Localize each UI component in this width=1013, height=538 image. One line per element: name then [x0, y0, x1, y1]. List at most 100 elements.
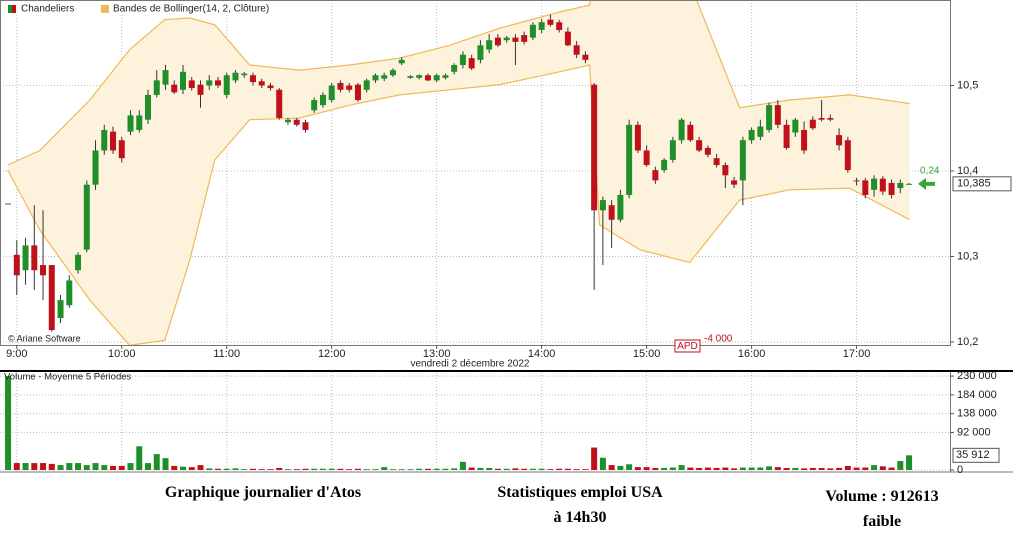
- volume-bar: [424, 468, 431, 470]
- volume-bar: [844, 465, 851, 470]
- volume-bar: [661, 467, 668, 470]
- volume-bar: [57, 465, 64, 470]
- candle-body: [503, 37, 510, 41]
- candle-body: [599, 200, 606, 211]
- candle-body: [766, 105, 773, 130]
- y-tick-label: 230 000: [957, 370, 997, 382]
- candle-body: [40, 265, 47, 276]
- y-tick-label: 10,2: [957, 336, 978, 348]
- volume-bar: [608, 465, 615, 470]
- change-label: 0,24: [920, 165, 940, 176]
- volume-bar: [871, 465, 878, 470]
- volume-bar: [888, 467, 895, 470]
- candle-body: [731, 180, 738, 185]
- price-plot: [0, 0, 950, 345]
- volume-bar: [381, 467, 388, 470]
- volume-bar: [547, 469, 554, 470]
- volume-bar: [477, 467, 484, 470]
- candle-body: [521, 35, 528, 42]
- volume-bar: [110, 465, 117, 470]
- candle-body: [92, 150, 99, 185]
- candle-body: [643, 150, 650, 166]
- candle-body: [337, 82, 344, 90]
- candle-body: [127, 115, 134, 132]
- volume-bar: [897, 461, 904, 470]
- volume-bar: [573, 469, 580, 470]
- volume-bar: [363, 469, 370, 470]
- candle-body: [145, 94, 152, 120]
- candle-body: [424, 75, 431, 81]
- candle-body: [459, 54, 466, 65]
- volume-bar: [197, 465, 204, 470]
- volume-bar: [459, 461, 466, 470]
- candle-body: [477, 45, 484, 60]
- candle-body: [722, 165, 729, 176]
- y-tick-label: 138 000: [957, 408, 997, 420]
- volume-bar: [486, 467, 493, 470]
- volume-bar: [407, 469, 414, 470]
- volume-bar: [206, 468, 213, 470]
- candle-body: [293, 119, 300, 125]
- candle-body: [363, 80, 370, 90]
- candle-body: [669, 140, 676, 160]
- x-tick-label: 9:00: [6, 348, 27, 360]
- candle-body: [451, 64, 458, 72]
- candle-body: [57, 300, 64, 319]
- band-fill: [7, 0, 910, 345]
- candle-body: [486, 40, 493, 50]
- volume-bar: [214, 468, 221, 470]
- candle-body: [547, 19, 554, 25]
- candle-body: [22, 245, 29, 271]
- candle-body: [311, 100, 318, 111]
- volume-bar: [468, 467, 475, 470]
- volume-bar: [258, 469, 265, 470]
- candle-body: [564, 31, 571, 46]
- volume-bar: [617, 465, 624, 470]
- candle-body: [179, 71, 186, 90]
- x-tick-label: 13:00: [423, 348, 451, 360]
- candle-body: [416, 75, 423, 78]
- candle-body: [433, 75, 440, 81]
- last-price-label: 10,385: [957, 178, 991, 190]
- volume-bar: [13, 463, 20, 470]
- volume-bar: [302, 468, 309, 470]
- volume-plot: [0, 372, 950, 472]
- volume-bar: [731, 468, 738, 470]
- volume-bar: [284, 469, 291, 470]
- candle-body: [582, 54, 589, 60]
- volume-bar: [48, 463, 55, 470]
- volume-bar: [145, 463, 152, 470]
- volume-bar: [783, 467, 790, 470]
- volume-bar: [757, 467, 764, 470]
- volume-bar: [556, 468, 563, 470]
- volume-bar: [687, 467, 694, 470]
- volume-bar: [521, 468, 528, 470]
- volume-bar: [241, 469, 248, 470]
- candle-body: [556, 22, 563, 30]
- candle-body: [372, 75, 379, 81]
- volume-bar: [118, 465, 125, 470]
- volume-bar: [276, 467, 283, 470]
- volume-bar: [599, 457, 606, 470]
- volume-bar: [346, 469, 353, 470]
- volume-bar: [267, 469, 274, 470]
- volume-bar: [162, 458, 169, 470]
- candle-body: [774, 105, 781, 125]
- volume-bar: [801, 468, 808, 470]
- candle-body: [75, 254, 82, 271]
- volume-bar: [503, 468, 510, 470]
- volume-bar: [75, 463, 82, 470]
- volume-legend: Volume - Moyenne 5 Périodes: [4, 372, 132, 383]
- candle-body: [346, 85, 353, 90]
- candle-body: [110, 131, 117, 151]
- candle-body: [844, 140, 851, 171]
- volume-bar: [136, 446, 143, 470]
- candle-body: [354, 84, 361, 101]
- volume-bar: [337, 468, 344, 470]
- volume-bar: [862, 467, 869, 470]
- volume-bar: [696, 467, 703, 470]
- legend-label: Chandeliers: [21, 4, 74, 15]
- caption-line: faible: [862, 513, 902, 530]
- volume-bar: [398, 469, 405, 470]
